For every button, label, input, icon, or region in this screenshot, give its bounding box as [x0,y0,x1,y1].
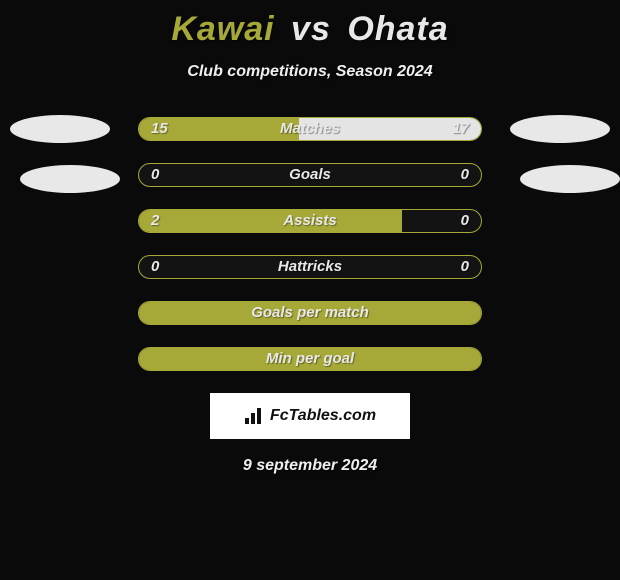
stat-row: Min per goal [138,347,482,371]
bars-icon [244,407,264,425]
stat-label: Hattricks [139,258,481,275]
subtitle: Club competitions, Season 2024 [0,63,620,81]
stat-label: Min per goal [139,350,481,367]
decorative-oval [520,165,620,193]
player1-name: Kawai [171,10,274,48]
stat-row: Goals per match [138,301,482,325]
footer-date: 9 september 2024 [0,457,620,475]
stat-row: 1517Matches [138,117,482,141]
stat-label: Assists [139,212,481,229]
stat-label: Goals per match [139,304,481,321]
vs-text: vs [291,10,331,48]
stat-row: 20Assists [138,209,482,233]
logo-text: FcTables.com [270,407,376,425]
stat-label: Goals [139,166,481,183]
player2-name: Ohata [347,10,448,48]
decorative-oval [10,115,110,143]
stat-row: 00Hattricks [138,255,482,279]
stats-chart: 1517Matches 00Goals 20Assists 00Hattricks Go… [0,117,620,371]
site-logo[interactable]: FcTables.com [210,393,410,439]
decorative-oval [20,165,120,193]
decorative-oval [510,115,610,143]
stat-label: Matches [139,120,481,137]
stat-row: 00Goals [138,163,482,187]
comparison-title: Kawai vs Ohata [0,0,620,49]
